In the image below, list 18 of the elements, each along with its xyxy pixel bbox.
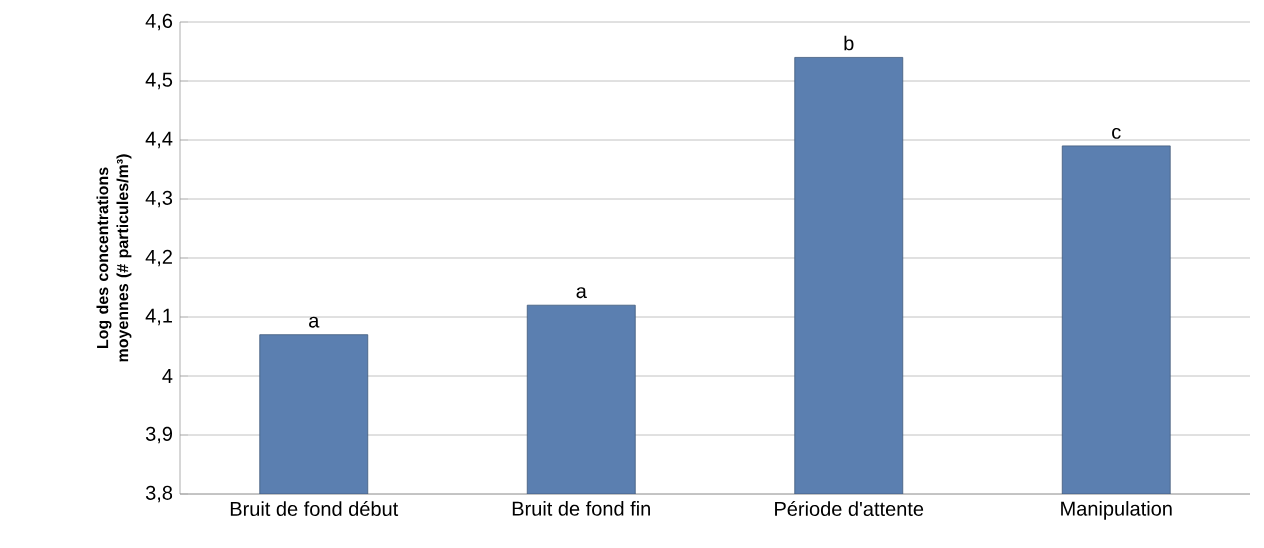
x-tick-label: Bruit de fond début bbox=[230, 501, 399, 516]
y-tick-label: 4,1 bbox=[145, 308, 172, 326]
annotation: a bbox=[309, 316, 320, 328]
y-tick-label: 3,8 bbox=[145, 485, 173, 503]
y-tick-label: 4,4 bbox=[145, 131, 173, 149]
y-tick-label: 4,2 bbox=[145, 249, 172, 267]
y-tick-label: 4,6 bbox=[145, 13, 173, 31]
y-tick-label: 4,3 bbox=[145, 190, 173, 208]
annotation: c bbox=[1112, 127, 1121, 139]
y-tick-label: 4,5 bbox=[145, 72, 173, 90]
x-tick-label: Bruit de fond fin bbox=[512, 501, 650, 516]
y-tick-label: 4 bbox=[162, 369, 173, 383]
y-axis-title: Log des concentrations moyennes (# particules/m³) bbox=[96, 154, 132, 362]
x-tick-label: Manipulation bbox=[1061, 501, 1172, 520]
annotation: a bbox=[576, 287, 587, 299]
x-tick-label: Période d'attente bbox=[775, 501, 924, 516]
annotation: b bbox=[844, 35, 854, 51]
y-tick-label: 3,9 bbox=[145, 426, 173, 444]
